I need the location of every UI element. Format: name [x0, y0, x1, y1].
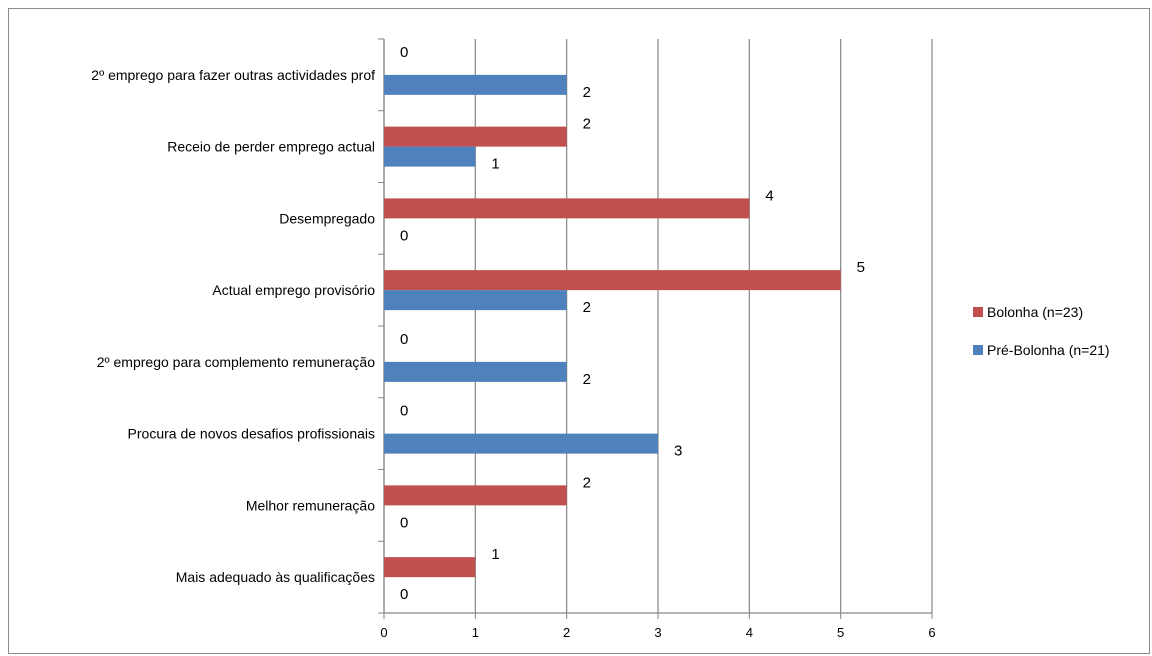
data-label: 1 [491, 156, 499, 173]
bar-pre-bolonha [384, 146, 476, 167]
x-tick-label: 3 [654, 625, 661, 640]
bar-bolonha [384, 198, 750, 219]
bar-bolonha [384, 557, 476, 578]
x-tick-label: 5 [837, 625, 844, 640]
data-label: 0 [400, 44, 408, 61]
chart-frame: 0 1 2 3 4 5 6 2º emprego para fazer outras acti… [8, 8, 1150, 654]
bar-bolonha [384, 126, 567, 147]
category-label: Melhor remuneração [246, 497, 375, 513]
data-label: 5 [857, 259, 865, 276]
category-label: Actual emprego provisório [212, 282, 375, 298]
data-label: 3 [674, 443, 682, 460]
legend-swatch [973, 307, 983, 317]
x-tick-label: 1 [472, 625, 479, 640]
category-label: Desempregado [279, 210, 375, 226]
data-label: 4 [765, 187, 773, 204]
bar-chart: 0 1 2 3 4 5 6 2º emprego para fazer outras acti… [91, 38, 1110, 640]
bar-pre-bolonha [384, 361, 567, 382]
category-label: Procura de novos desafios profissionais [128, 426, 375, 442]
x-tick-label: 2 [563, 625, 570, 640]
category-label: Receio de perder emprego actual [167, 139, 375, 155]
data-label: 0 [400, 586, 408, 603]
data-label: 0 [400, 331, 408, 348]
bar-pre-bolonha [384, 433, 658, 454]
data-label: 2 [583, 84, 591, 101]
bar-pre-bolonha [384, 74, 567, 95]
legend-swatch [973, 345, 983, 355]
data-label: 1 [491, 546, 499, 563]
bar-bolonha [384, 270, 841, 291]
x-tick-label: 6 [928, 625, 935, 640]
category-label: 2º emprego para fazer outras actividades… [91, 67, 375, 83]
data-label: 0 [400, 403, 408, 420]
data-label: 0 [400, 514, 408, 531]
bar-pre-bolonha [384, 290, 567, 311]
bar-bolonha [384, 485, 567, 506]
legend-label: Pré-Bolonha (n=21) [987, 342, 1110, 358]
category-label: Mais adequado às qualificações [176, 569, 375, 585]
category-label: 2º emprego para complemento remuneração [97, 354, 375, 370]
data-label: 0 [400, 227, 408, 244]
data-label: 2 [583, 371, 591, 388]
data-label: 2 [583, 116, 591, 133]
data-label: 2 [583, 474, 591, 491]
data-label: 2 [583, 299, 591, 316]
x-tick-label: 4 [746, 625, 753, 640]
legend-label: Bolonha (n=23) [987, 304, 1083, 320]
x-tick-label: 0 [380, 625, 387, 640]
